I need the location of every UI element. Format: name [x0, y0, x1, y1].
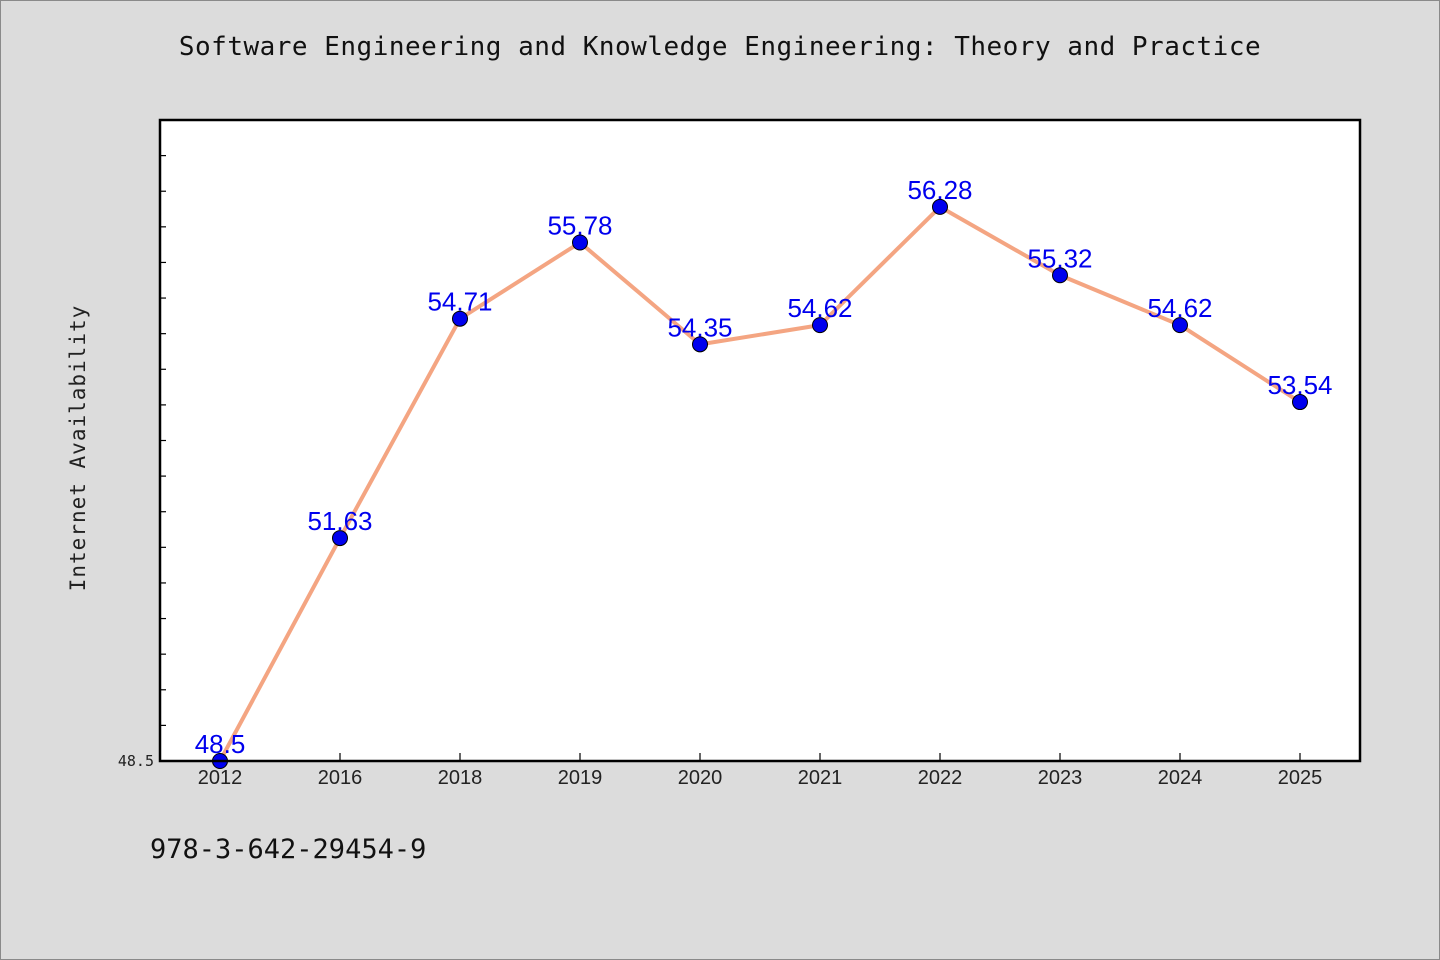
- data-label: 51.63: [307, 506, 372, 536]
- data-point: [452, 310, 468, 327]
- plot-border: [158, 118, 1362, 763]
- data-label: 54.62: [1147, 293, 1212, 323]
- data-point: [692, 336, 708, 353]
- data-point: [332, 530, 348, 547]
- data-point: [572, 234, 588, 251]
- x-tick-label: 2019: [558, 767, 603, 789]
- x-tick-label: 2012: [198, 767, 243, 789]
- x-tick-label: 2016: [318, 767, 363, 789]
- isbn-text: 978-3-642-29454-9: [150, 834, 427, 865]
- x-tick-label: 2018: [438, 767, 483, 789]
- data-label: 56.28: [907, 175, 972, 205]
- data-label: 55.32: [1027, 243, 1092, 273]
- data-labels: 48.5 51.63 54.71 55.78 54.35 54.62 56.28 55.32 5…: [195, 175, 1333, 759]
- data-point: [812, 317, 828, 334]
- data-point: [1172, 317, 1188, 334]
- chart-title: Software Engineering and Knowledge Engin…: [178, 32, 1262, 62]
- data-label: 54.71: [427, 287, 492, 317]
- data-markers: [212, 198, 1308, 769]
- x-tick-label: 2025: [1278, 767, 1323, 789]
- data-point: [932, 198, 948, 215]
- y-tick-label: 48.5: [118, 752, 154, 770]
- data-label: 48.5: [195, 729, 246, 759]
- series-line: [218, 204, 1302, 763]
- x-tick-label: 2022: [918, 767, 963, 789]
- data-point: [1052, 267, 1068, 284]
- data-label: 54.35: [667, 312, 732, 342]
- x-tick-label: 2020: [678, 767, 723, 789]
- x-axis-ticks: 2012 2016 2018 2019 2020 2021 2022 2023 2024 2025: [198, 753, 1323, 789]
- data-label: 54.62: [787, 293, 852, 323]
- x-tick-label: 2023: [1038, 767, 1083, 789]
- x-tick-label: 2021: [798, 767, 843, 789]
- x-tick-label: 2024: [1158, 767, 1203, 789]
- data-label: 53.54: [1267, 370, 1332, 400]
- data-label: 55.78: [547, 211, 612, 241]
- plot-area: [160, 120, 1360, 761]
- data-point: [1292, 394, 1308, 411]
